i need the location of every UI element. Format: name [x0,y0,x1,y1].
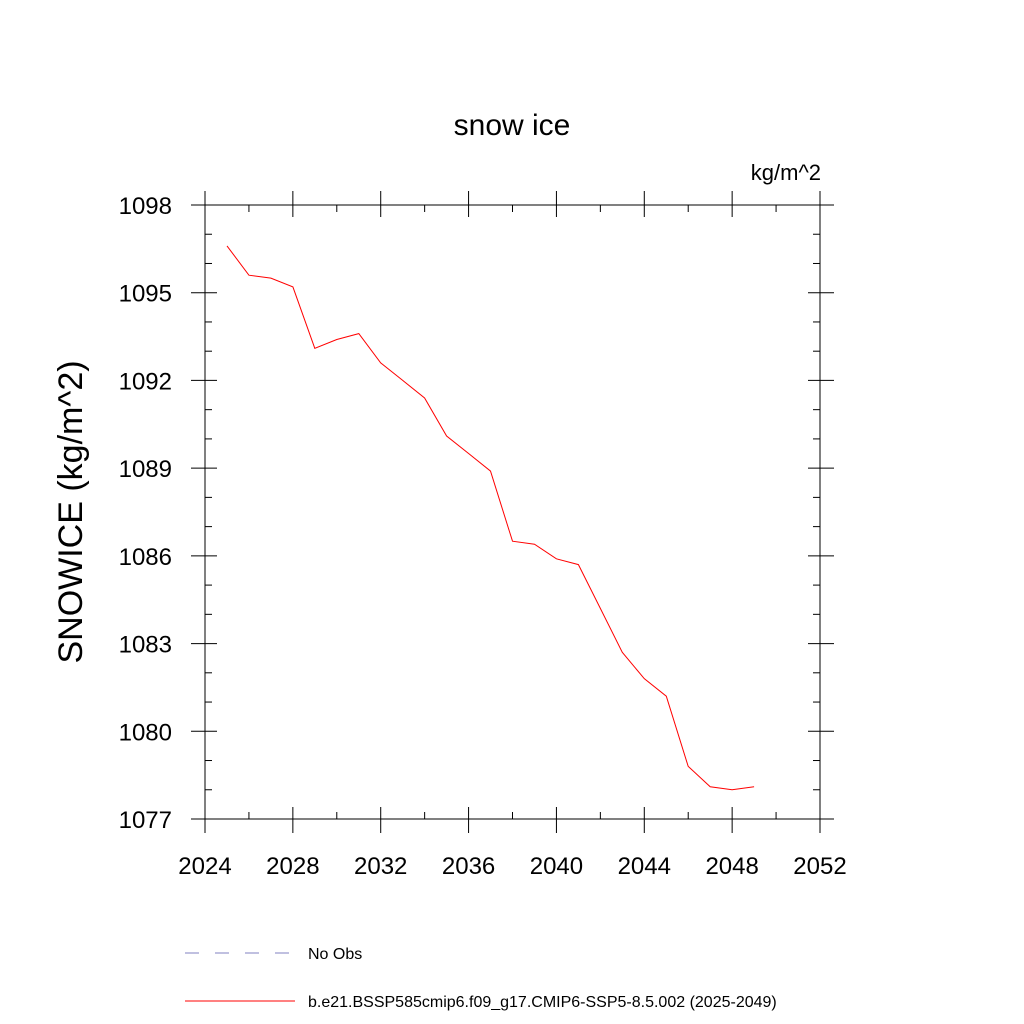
y-tick-label: 1077 [119,807,172,834]
legend-label-no-obs: No Obs [308,946,362,963]
units-label: kg/m^2 [751,160,821,185]
y-axis-label: SNOWICE (kg/m^2) [52,360,90,663]
x-tick-label: 2044 [618,853,671,880]
axis-ticks [191,191,834,833]
y-tick-labels: 1077 1080 1083 1086 1089 1092 1095 1098 [119,193,172,834]
chart-title: snow ice [454,109,571,142]
y-tick-label: 1080 [119,719,172,746]
x-tick-label: 2032 [354,853,407,880]
y-tick-label: 1098 [119,193,172,220]
legend: No Obs b.e21.BSSP585cmip6.f09_g17.CMIP6-… [185,946,777,1011]
legend-label-model-run: b.e21.BSSP585cmip6.f09_g17.CMIP6-SSP5-8.… [308,994,777,1011]
plot-frame [204,204,821,820]
x-tick-label: 2052 [793,853,846,880]
x-tick-label: 2048 [705,853,758,880]
y-tick-label: 1095 [119,281,172,308]
y-tick-label: 1089 [119,456,172,483]
y-tick-label: 1086 [119,544,172,571]
x-tick-label: 2028 [266,853,319,880]
y-tick-label: 1092 [119,368,172,395]
series-line-0 [226,245,755,791]
x-tick-label: 2024 [178,853,231,880]
x-tick-label: 2036 [442,853,495,880]
y-tick-label: 1083 [119,632,172,659]
x-tick-labels: 2024 2028 2032 2036 2040 2044 2048 2052 [178,853,846,880]
series-layer [226,245,755,791]
x-tick-label: 2040 [530,853,583,880]
